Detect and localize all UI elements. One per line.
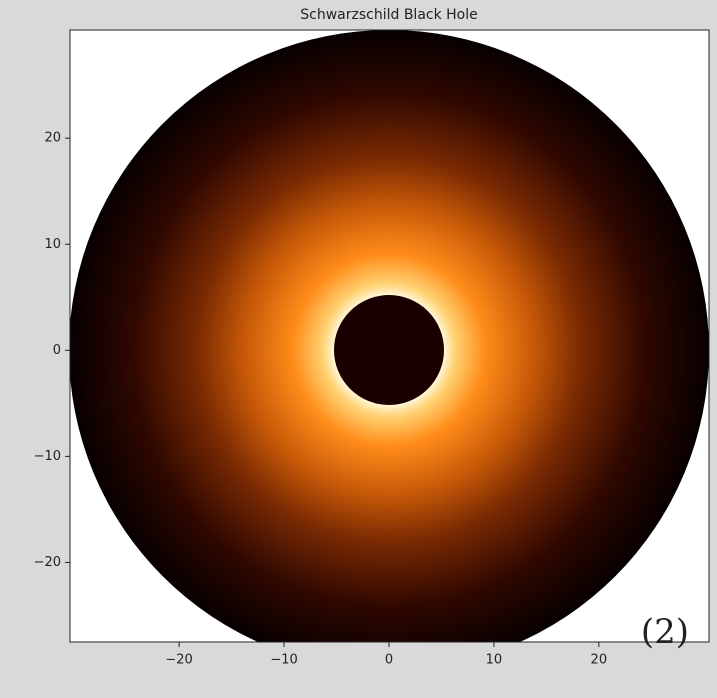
figure: Schwarzschild Black Hole (2) −20 −10 0 10 20… [0,0,717,698]
y-tick-label: 0 [53,343,61,358]
image [69,30,709,670]
shadow [333,294,445,406]
x-tick-label: −10 [270,653,297,668]
x-tick-label: 0 [385,653,393,668]
x-tick-label: 10 [486,653,503,668]
x-tick-label: −20 [165,653,192,668]
y-tick-label: 10 [44,237,61,252]
y-tick-label: 20 [44,131,61,146]
annotation: (2) [641,612,689,652]
y-tick-label: −20 [34,555,61,570]
y-tick-label: −10 [34,449,61,464]
x-tick-label: 20 [591,653,608,668]
chart-title: Schwarzschild Black Hole [300,7,478,23]
